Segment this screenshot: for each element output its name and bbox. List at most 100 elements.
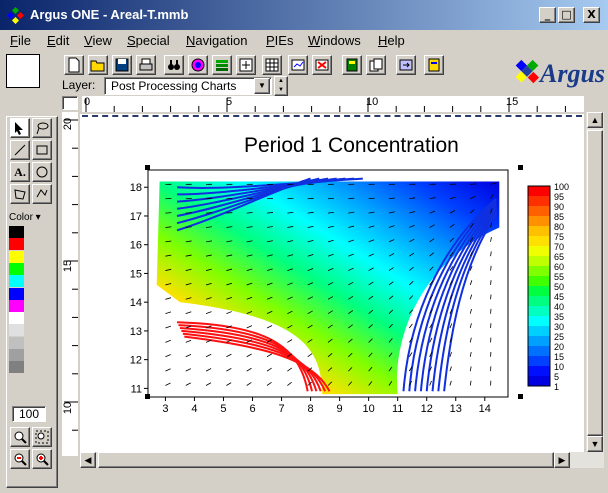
menu-special[interactable]: Special xyxy=(127,33,170,48)
scroll-down-icon[interactable]: ▼ xyxy=(587,436,603,452)
argus-app-icon[interactable] xyxy=(7,7,24,24)
vertical-scroll-thumb[interactable] xyxy=(587,130,603,436)
print-icon[interactable] xyxy=(136,55,156,75)
chart-icon[interactable] xyxy=(288,55,308,75)
open-folder-icon[interactable] xyxy=(88,55,108,75)
text-tool-icon[interactable]: A. xyxy=(10,162,30,182)
line-tool-icon[interactable] xyxy=(10,140,30,160)
maximize-button[interactable]: □ xyxy=(558,7,575,23)
menu-navigation[interactable]: Navigation xyxy=(186,33,247,48)
color-swatch[interactable] xyxy=(9,226,24,238)
color-swatch[interactable] xyxy=(9,275,24,288)
circle-tool-icon[interactable] xyxy=(32,162,52,182)
menu-help[interactable]: Help xyxy=(378,33,405,48)
velocity-arrow xyxy=(185,268,192,271)
spin-up-icon[interactable]: ▲ xyxy=(278,78,284,84)
hruler-label-10: 10 xyxy=(366,96,379,108)
velocity-arrow xyxy=(429,280,434,286)
contour-line-blue xyxy=(437,211,498,392)
color-swatch[interactable] xyxy=(9,299,24,312)
color-swatch[interactable] xyxy=(9,349,24,361)
contour-line-red xyxy=(179,327,318,392)
pie-tool-icon[interactable] xyxy=(424,55,444,75)
close-button[interactable]: X xyxy=(583,7,600,23)
export-icon[interactable] xyxy=(396,55,416,75)
velocity-arrow xyxy=(429,337,433,343)
scroll-up-icon[interactable]: ▲ xyxy=(587,112,603,128)
velocity-arrow xyxy=(266,212,274,214)
color-swatch[interactable] xyxy=(9,312,24,325)
layer-spinner[interactable]: ▲ ▼ xyxy=(274,76,288,96)
color-swatch[interactable] xyxy=(9,250,24,263)
ruler-corner-box[interactable] xyxy=(62,96,78,110)
menu-view[interactable]: View xyxy=(84,33,112,48)
velocity-arrow xyxy=(388,225,395,228)
minimize-button[interactable]: _ xyxy=(539,7,556,23)
new-file-icon[interactable] xyxy=(64,55,84,75)
page-boundary-line xyxy=(82,115,582,117)
velocity-arrow xyxy=(226,254,233,257)
velocity-arrow xyxy=(327,353,333,358)
zoom-level-field[interactable]: 100 xyxy=(12,406,46,422)
save-disk-icon[interactable] xyxy=(112,55,132,75)
spin-down-icon[interactable]: ▼ xyxy=(278,87,284,93)
zoom-out-icon[interactable] xyxy=(10,449,30,469)
velocity-arrow xyxy=(287,268,294,271)
velocity-arrow xyxy=(327,338,333,343)
velocity-arrow xyxy=(429,224,435,228)
horizontal-scroll-thumb[interactable] xyxy=(98,452,554,468)
color-swatch[interactable] xyxy=(9,336,24,349)
copy-pages-icon[interactable] xyxy=(366,55,386,75)
menu-edit[interactable]: Edit xyxy=(47,33,69,48)
freeform-tool-icon[interactable] xyxy=(32,184,52,204)
title-bar[interactable] xyxy=(0,0,608,30)
lasso-tool-icon[interactable] xyxy=(32,118,52,138)
velocity-arrow xyxy=(368,253,375,257)
delete-grid-icon[interactable] xyxy=(312,55,332,75)
menu-file[interactable]: File xyxy=(10,33,31,48)
scroll-right-icon[interactable]: ▶ xyxy=(554,452,570,468)
x-tick-label: 9 xyxy=(337,403,343,415)
layer-select[interactable]: Post Processing Charts xyxy=(104,77,272,95)
scroll-left-icon[interactable]: ◀ xyxy=(80,452,96,468)
rectangle-tool-icon[interactable] xyxy=(32,140,52,160)
hruler-label-15: 15 xyxy=(506,96,519,108)
zoom-extents-icon[interactable] xyxy=(236,55,256,75)
velocity-arrow xyxy=(287,240,294,243)
menu-windows[interactable]: Windows xyxy=(308,33,361,48)
velocity-arrow xyxy=(226,311,232,315)
colorbar-label: 100 xyxy=(554,182,569,192)
zoom-in-icon[interactable] xyxy=(32,449,52,469)
velocity-arrow xyxy=(409,224,415,228)
velocity-arrow xyxy=(205,268,212,271)
zoom-window-icon[interactable] xyxy=(32,427,52,447)
velocity-arrow xyxy=(205,368,212,372)
colorbar-band xyxy=(528,356,550,367)
color-swatch[interactable] xyxy=(9,361,24,374)
grid-icon[interactable] xyxy=(262,55,282,75)
zoom-fit-icon[interactable] xyxy=(10,427,30,447)
polygon-tool-icon[interactable] xyxy=(10,184,30,204)
vertical-scrollbar[interactable]: ▲ ▼ xyxy=(586,112,604,468)
horizontal-scrollbar[interactable]: ◀ ▶ xyxy=(80,452,586,468)
color-swatch[interactable] xyxy=(9,262,24,275)
velocity-arrow xyxy=(388,381,393,386)
velocity-arrow xyxy=(307,324,313,329)
color-swatch[interactable] xyxy=(9,324,24,337)
color-swatch[interactable] xyxy=(9,238,24,251)
binoculars-icon[interactable] xyxy=(164,55,184,75)
velocity-arrow xyxy=(327,310,333,315)
layers-stack-icon[interactable] xyxy=(212,55,232,75)
layer-dropdown-arrow-icon[interactable]: ▼ xyxy=(254,78,270,94)
menu-pies[interactable]: PIEs xyxy=(266,33,293,48)
velocity-arrow xyxy=(246,353,252,358)
pointer-tool-icon[interactable] xyxy=(10,118,30,138)
book-icon[interactable] xyxy=(342,55,362,75)
velocity-arrow xyxy=(429,352,433,357)
color-layers-icon[interactable] xyxy=(188,55,208,75)
current-color-box[interactable] xyxy=(6,54,40,88)
color-swatch[interactable] xyxy=(9,287,24,300)
velocity-arrow xyxy=(449,196,456,200)
velocity-arrow xyxy=(185,254,192,257)
